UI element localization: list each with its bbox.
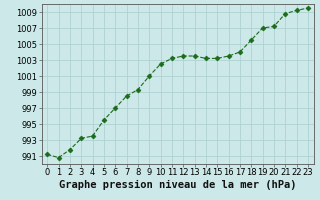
- X-axis label: Graphe pression niveau de la mer (hPa): Graphe pression niveau de la mer (hPa): [59, 180, 296, 190]
